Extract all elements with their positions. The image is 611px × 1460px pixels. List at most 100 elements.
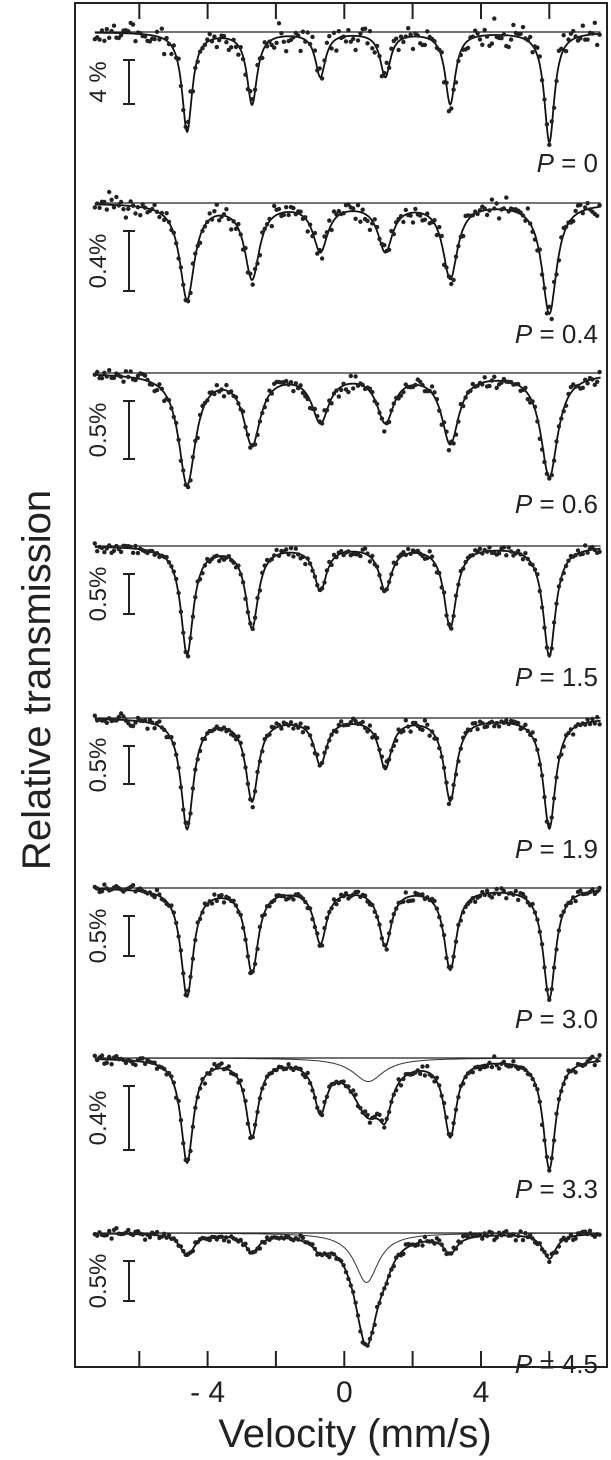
data-point — [164, 35, 169, 41]
data-point — [398, 34, 404, 39]
data-point — [578, 36, 583, 41]
data-points-1 — [92, 189, 602, 322]
data-point — [365, 551, 370, 556]
data-point — [135, 205, 141, 210]
data-point — [238, 1237, 243, 1243]
data-point — [370, 553, 375, 559]
data-point — [322, 925, 327, 931]
data-point — [346, 389, 351, 395]
data-point — [310, 1088, 315, 1093]
data-point — [343, 39, 349, 44]
data-point — [580, 23, 585, 28]
data-point — [370, 902, 375, 908]
data-point — [346, 202, 351, 207]
data-point — [461, 233, 466, 239]
data-point — [324, 40, 330, 45]
data-point — [102, 550, 107, 555]
data-point — [224, 382, 229, 388]
data-point — [444, 613, 449, 618]
data-point — [549, 815, 554, 820]
scale-bar-label-2: 0.5% — [85, 403, 112, 458]
data-point — [300, 1235, 306, 1241]
data-point — [520, 557, 526, 562]
data-point — [300, 730, 306, 735]
data-point — [200, 46, 205, 51]
data-point — [590, 887, 595, 892]
data-point — [556, 928, 562, 933]
data-point — [104, 207, 110, 212]
data-point — [200, 228, 205, 234]
data-point — [528, 221, 533, 226]
data-point — [250, 97, 255, 102]
data-point — [590, 716, 595, 722]
data-point — [597, 369, 602, 375]
data-point — [590, 377, 595, 382]
data-point — [92, 541, 98, 546]
data-point — [233, 903, 239, 908]
data-point — [377, 573, 382, 578]
data-point — [329, 732, 334, 737]
data-point — [166, 560, 172, 565]
data-point — [432, 1079, 437, 1084]
data-point — [571, 732, 576, 737]
data-point — [449, 964, 454, 969]
data-point — [240, 925, 246, 930]
data-point — [561, 33, 566, 38]
data-point — [118, 199, 124, 205]
data-point — [145, 726, 150, 731]
data-point — [142, 1237, 148, 1242]
data-point — [530, 901, 535, 907]
data-point — [262, 1081, 267, 1087]
data-point — [437, 1238, 442, 1243]
data-point — [444, 265, 449, 270]
data-point — [99, 545, 105, 551]
data-point — [379, 74, 385, 79]
data-point — [379, 416, 385, 421]
data-point — [150, 206, 155, 212]
data-point — [257, 924, 263, 930]
data-point — [243, 937, 248, 942]
data-point — [422, 1073, 428, 1078]
data-point — [532, 404, 538, 410]
data-point — [492, 891, 497, 896]
data-point — [298, 721, 303, 726]
data-point — [260, 1086, 265, 1091]
data-point — [267, 732, 272, 737]
data-point — [102, 38, 107, 43]
data-point — [595, 379, 600, 384]
x-tick-label-1: 0 — [336, 1376, 353, 1409]
data-point — [389, 46, 394, 51]
data-point — [114, 543, 119, 549]
pressure-label-2: P = 0.6 — [515, 489, 598, 519]
data-point — [109, 28, 114, 34]
data-point — [185, 820, 191, 826]
data-point — [339, 387, 344, 393]
data-point — [260, 749, 265, 754]
data-point — [398, 214, 404, 219]
data-point — [587, 889, 593, 895]
data-point — [123, 215, 129, 220]
data-point — [470, 34, 475, 39]
data-point — [597, 1232, 602, 1237]
data-point — [190, 786, 196, 791]
component-curve-6 — [94, 1057, 601, 1082]
data-point — [164, 555, 169, 560]
data-point — [209, 217, 215, 222]
data-point — [240, 409, 246, 414]
data-point — [475, 31, 480, 36]
data-point — [284, 205, 289, 210]
data-point — [441, 932, 447, 938]
data-point — [573, 34, 578, 39]
data-point — [207, 211, 212, 216]
data-point — [532, 910, 538, 915]
data-point — [554, 272, 559, 277]
data-point — [542, 286, 547, 291]
data-point — [104, 374, 110, 379]
data-point — [176, 437, 181, 442]
data-point — [547, 997, 552, 1002]
data-point — [384, 1116, 389, 1122]
data-point — [240, 56, 246, 62]
data-point — [532, 237, 538, 242]
data-point — [496, 1066, 502, 1071]
data-point — [140, 1232, 145, 1237]
